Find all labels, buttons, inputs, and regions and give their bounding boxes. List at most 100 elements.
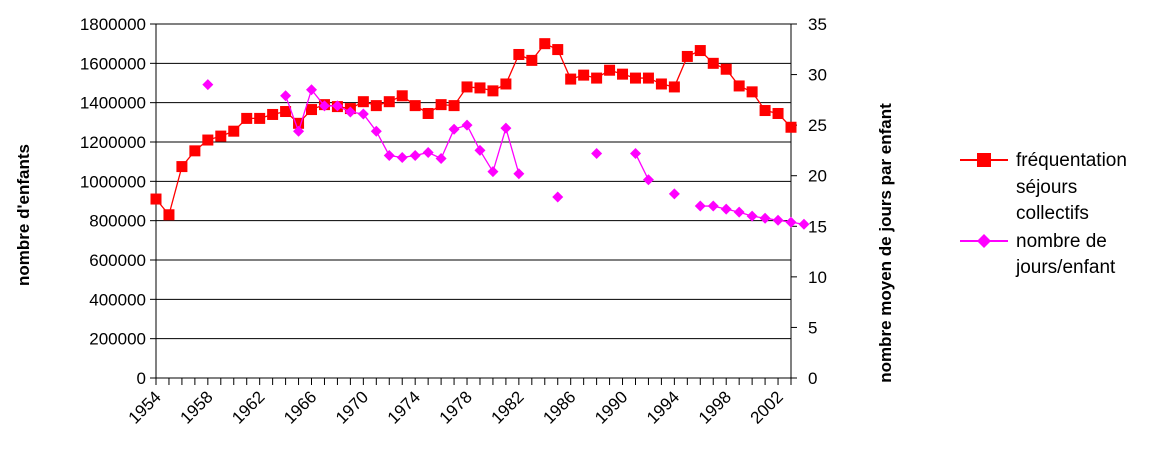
data-point-square bbox=[500, 78, 512, 90]
data-point-square bbox=[759, 105, 771, 117]
data-point-square bbox=[189, 145, 201, 157]
data-point-diamond bbox=[772, 214, 784, 226]
data-point-square bbox=[539, 38, 551, 50]
data-point-diamond bbox=[370, 125, 382, 137]
data-point-square bbox=[785, 121, 797, 133]
series-line bbox=[155, 42, 792, 217]
data-point-square bbox=[733, 80, 745, 92]
data-point-diamond bbox=[785, 216, 797, 228]
left-tick-label: 0 bbox=[137, 369, 146, 388]
legend-label-jours-line2: jours/enfant bbox=[1015, 257, 1116, 278]
data-point-square bbox=[163, 209, 175, 221]
data-point-diamond bbox=[396, 152, 408, 164]
data-point-diamond bbox=[448, 123, 460, 135]
data-point-diamond bbox=[642, 174, 654, 186]
series-frequentation bbox=[150, 38, 797, 221]
left-tick-label: 1600000 bbox=[80, 54, 146, 73]
data-point-square bbox=[215, 130, 227, 142]
data-point-square bbox=[176, 161, 188, 173]
x-tick-label: 1974 bbox=[384, 387, 424, 427]
data-point-diamond bbox=[318, 100, 330, 112]
data-point-square bbox=[629, 72, 641, 84]
left-tick-label: 400000 bbox=[89, 290, 146, 309]
data-point-square bbox=[526, 54, 538, 66]
data-point-diamond bbox=[694, 200, 706, 212]
data-point-diamond bbox=[293, 125, 305, 137]
left-tick-label: 1400000 bbox=[80, 94, 146, 113]
x-tick-label: 1970 bbox=[332, 387, 372, 427]
legend-item-frequentation: fréquentation séjours collectifs bbox=[960, 150, 1127, 224]
data-point-square bbox=[487, 85, 499, 97]
data-point-diamond bbox=[357, 108, 369, 120]
data-point-diamond bbox=[500, 122, 512, 134]
data-point-diamond bbox=[746, 210, 758, 222]
x-tick-label: 2002 bbox=[747, 387, 787, 427]
data-point-diamond bbox=[552, 191, 564, 203]
data-point-square bbox=[280, 106, 292, 118]
data-point-square bbox=[202, 134, 214, 146]
axes bbox=[155, 24, 792, 379]
x-tick-label: 1978 bbox=[436, 387, 476, 427]
right-tick-label: 20 bbox=[808, 167, 827, 186]
data-point-square bbox=[565, 73, 577, 85]
left-tick-label: 800000 bbox=[89, 212, 146, 231]
data-point-square bbox=[150, 193, 162, 205]
data-point-square bbox=[254, 112, 266, 124]
legend-label-jours-line1: nombre de bbox=[1016, 231, 1107, 252]
right-tick-label: 35 bbox=[808, 15, 827, 34]
data-point-diamond bbox=[798, 218, 810, 230]
data-point-diamond bbox=[344, 106, 356, 118]
data-point-diamond bbox=[422, 146, 434, 158]
data-point-square bbox=[655, 78, 667, 90]
right-tick-label: 5 bbox=[808, 318, 817, 337]
series-layer bbox=[150, 38, 810, 230]
legend-marker-diamond bbox=[977, 234, 991, 248]
data-point-square bbox=[228, 125, 240, 137]
right-axis-ticks: 0 5 10 15 20 25 30 35 bbox=[791, 15, 827, 388]
data-point-square bbox=[293, 117, 305, 129]
data-point-square bbox=[370, 100, 382, 112]
x-tick-label: 1998 bbox=[695, 387, 735, 427]
data-point-square bbox=[448, 100, 460, 112]
data-point-diamond bbox=[707, 200, 719, 212]
data-point-diamond bbox=[280, 90, 292, 102]
data-point-square bbox=[694, 45, 706, 57]
right-axis-title: nombre moyen de jours par enfant bbox=[876, 103, 895, 383]
data-point-diamond bbox=[629, 147, 641, 159]
left-axis-ticks: 0 200000 400000 600000 800000 1000000 1200000 1… bbox=[80, 15, 156, 388]
data-point-diamond bbox=[513, 168, 525, 180]
data-point-square bbox=[383, 96, 395, 108]
data-point-diamond bbox=[331, 100, 343, 112]
x-tick-label: 1954 bbox=[125, 387, 165, 427]
data-point-diamond bbox=[474, 144, 486, 156]
data-point-diamond bbox=[409, 149, 421, 161]
x-tick-label: 1982 bbox=[488, 387, 528, 427]
data-point-diamond bbox=[435, 153, 447, 165]
data-point-diamond bbox=[591, 147, 603, 159]
x-axis-ticks: 1954 1958 1962 1966 1970 1974 1978 1982 1986 1990… bbox=[125, 378, 792, 428]
data-point-square bbox=[513, 48, 525, 60]
legend: fréquentation séjours collectifs nombre … bbox=[960, 150, 1127, 278]
right-tick-label: 25 bbox=[808, 116, 827, 135]
series-jours-enfant bbox=[202, 79, 810, 230]
data-point-diamond bbox=[383, 149, 395, 161]
data-point-diamond bbox=[733, 206, 745, 218]
x-tick-label: 1986 bbox=[539, 387, 579, 427]
data-point-diamond bbox=[461, 119, 473, 131]
data-point-square bbox=[409, 100, 421, 112]
left-axis-title: nombre d'enfants bbox=[14, 144, 33, 286]
data-point-square bbox=[241, 112, 253, 124]
data-point-diamond bbox=[668, 188, 680, 200]
data-point-square bbox=[461, 81, 473, 93]
legend-marker-square bbox=[977, 153, 991, 167]
left-tick-label: 1800000 bbox=[80, 15, 146, 34]
data-point-diamond bbox=[759, 212, 771, 224]
data-point-diamond bbox=[487, 166, 499, 178]
right-tick-label: 0 bbox=[808, 369, 817, 388]
right-tick-label: 15 bbox=[808, 217, 827, 236]
data-point-square bbox=[578, 69, 590, 81]
data-point-square bbox=[474, 82, 486, 94]
data-point-square bbox=[552, 44, 564, 56]
data-point-square bbox=[604, 64, 616, 76]
data-point-diamond bbox=[306, 84, 318, 96]
